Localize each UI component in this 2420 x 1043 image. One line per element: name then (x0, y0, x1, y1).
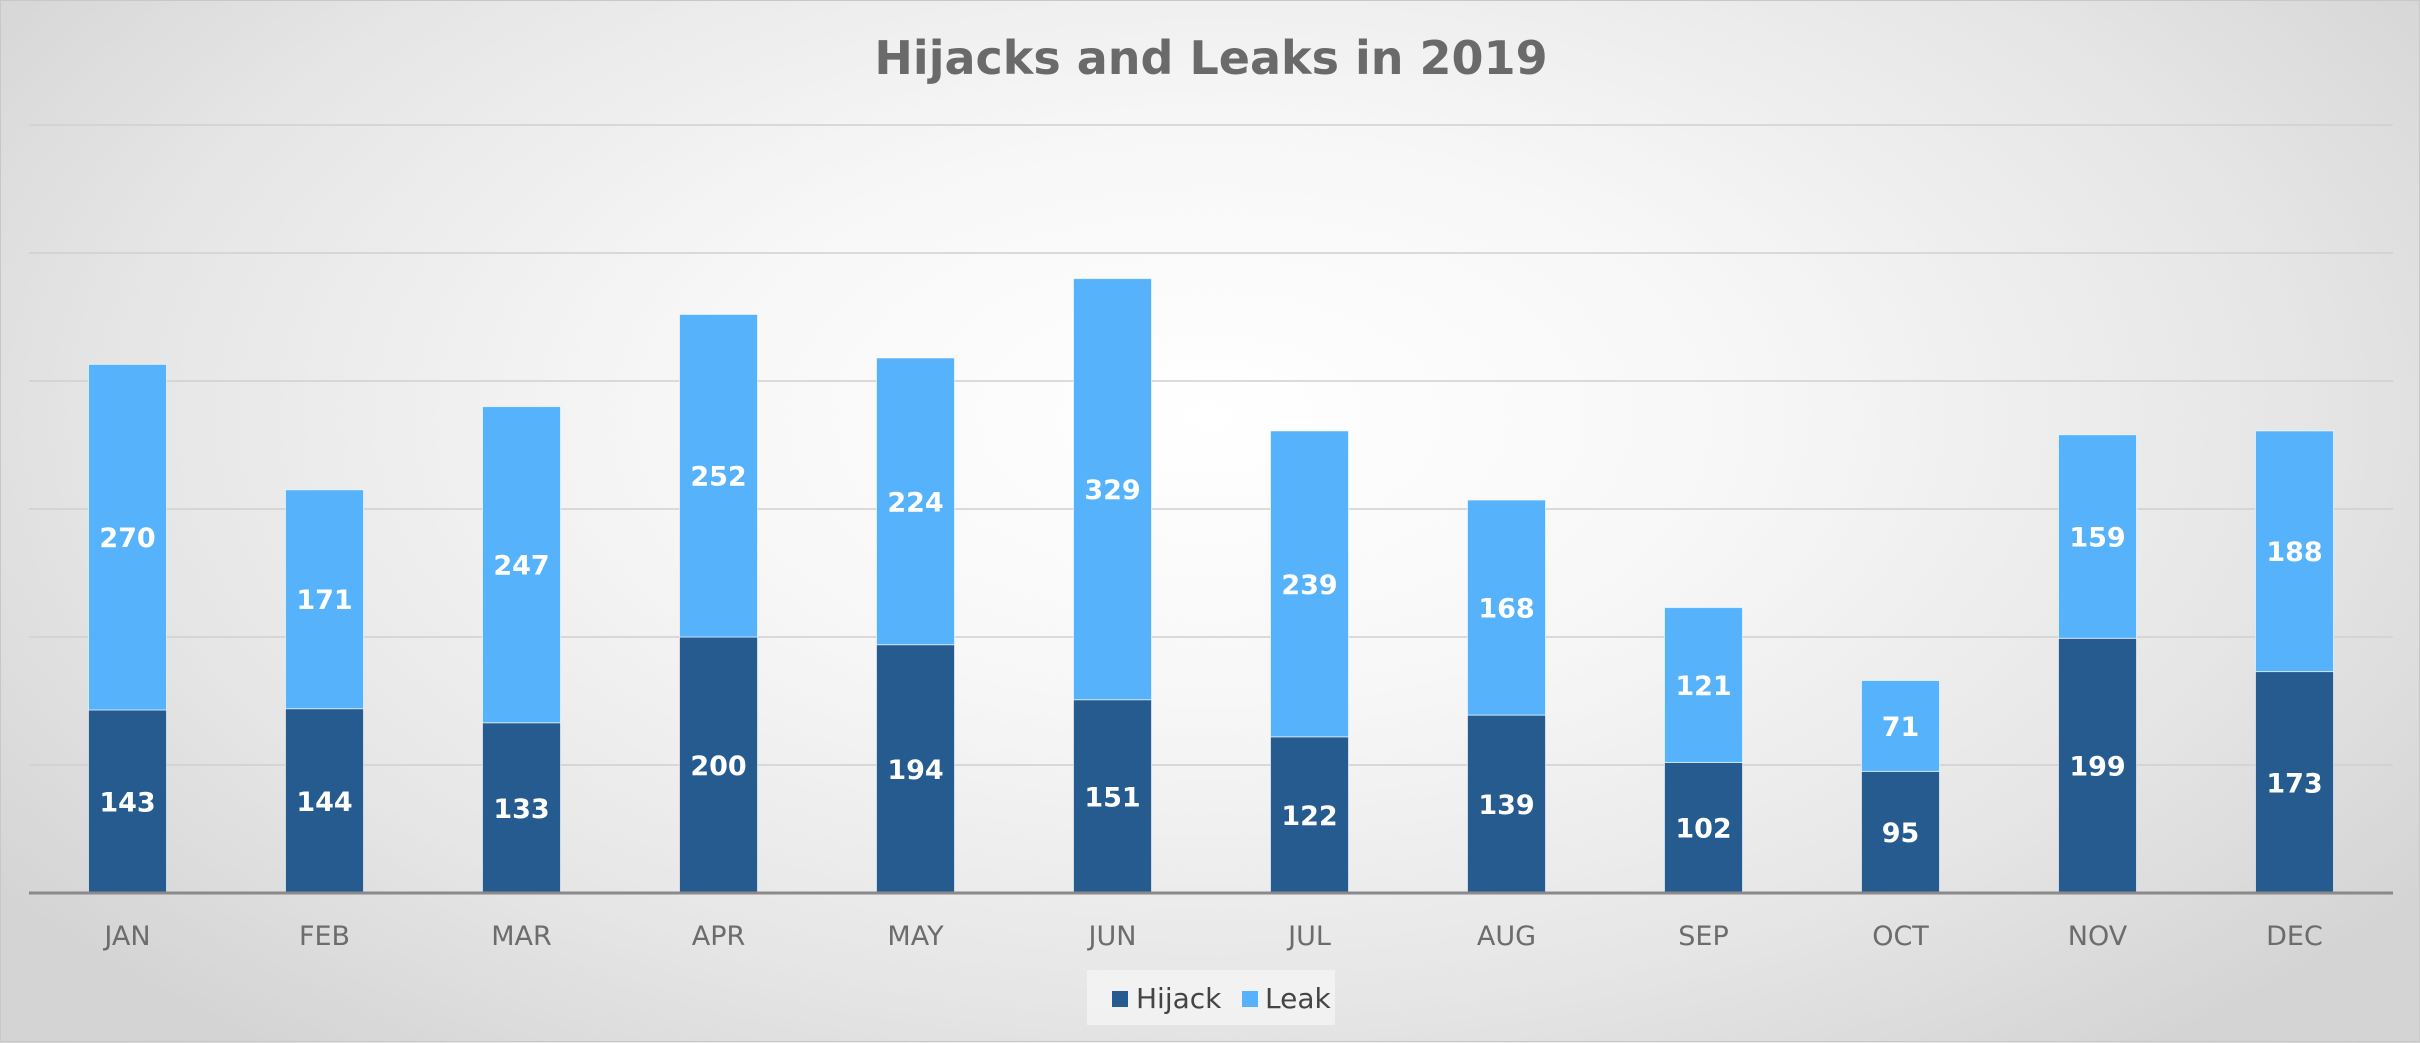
bar-leak-mar (482, 406, 561, 724)
data-labels: 143 270 144 171 133 247 200 252 194 224 151 329 122 2… (99, 462, 2322, 849)
data-label-leak-aug: 168 (1478, 594, 1534, 625)
bar-hijack-oct (1861, 770, 1940, 894)
bar-leak-may (876, 357, 955, 646)
data-label-hijack-dec: 173 (2266, 768, 2322, 799)
data-label-leak-jul: 239 (1281, 570, 1337, 601)
bar-hijack-dec (2255, 671, 2334, 894)
data-label-hijack-jan: 143 (99, 787, 155, 818)
data-label-leak-dec: 188 (2266, 537, 2322, 568)
legend-swatch-leak (1242, 991, 1258, 1007)
x-tick-label-jul: JUL (1286, 921, 1331, 952)
bars (88, 278, 2334, 894)
bar-leak-jul (1270, 430, 1349, 738)
data-label-hijack-may: 194 (887, 755, 943, 786)
x-tick-label-apr: APR (692, 921, 746, 952)
legend-label-leak: Leak (1265, 982, 1331, 1015)
x-tick-label-aug: AUG (1477, 921, 1536, 952)
bar-leak-nov (2058, 434, 2137, 639)
bar-hijack-sep (1664, 761, 1743, 894)
bar-hijack-mar (482, 722, 561, 894)
x-tick-label-nov: NOV (2068, 921, 2128, 952)
data-label-hijack-aug: 139 (1478, 790, 1534, 821)
x-tick-label-may: MAY (887, 921, 944, 952)
data-label-leak-may: 224 (887, 487, 943, 518)
data-label-hijack-feb: 144 (296, 787, 352, 818)
x-tick-labels: JAN FEB MAR APR MAY JUN JUL AUG SEP OCT NOV DEC (102, 921, 2322, 952)
data-label-leak-jan: 270 (99, 523, 155, 554)
bar-hijack-aug (1467, 714, 1546, 894)
bar-hijack-jun (1073, 699, 1152, 894)
data-label-hijack-nov: 199 (2069, 752, 2125, 783)
data-label-leak-jun: 329 (1084, 475, 1140, 506)
bar-hijack-feb (285, 708, 364, 894)
legend-background (1087, 970, 1335, 1025)
gridlines (29, 124, 2393, 766)
data-label-hijack-apr: 200 (690, 751, 746, 782)
bar-hijack-jul (1270, 736, 1349, 894)
x-tick-label-oct: OCT (1872, 921, 1929, 952)
bar-leak-aug (1467, 499, 1546, 716)
data-label-leak-sep: 121 (1675, 671, 1731, 702)
x-tick-label-sep: SEP (1678, 921, 1728, 952)
x-tick-label-jun: JUN (1087, 921, 1137, 952)
bar-leak-apr (679, 313, 758, 638)
data-label-hijack-jun: 151 (1084, 782, 1140, 813)
data-label-hijack-oct: 95 (1882, 818, 1920, 849)
legend-swatch-hijack (1112, 991, 1128, 1007)
data-label-leak-oct: 71 (1882, 712, 1920, 743)
bar-leak-oct (1861, 680, 1940, 772)
x-tick-label-mar: MAR (491, 921, 552, 952)
bar-leak-dec (2255, 430, 2334, 673)
legend: Hijack Leak (1087, 970, 1335, 1025)
data-label-hijack-mar: 133 (493, 794, 549, 825)
bar-leak-jan (88, 363, 167, 711)
chart-title: Hijacks and Leaks in 2019 (874, 31, 1547, 85)
data-label-leak-feb: 171 (296, 585, 352, 616)
x-tick-label-feb: FEB (299, 921, 350, 952)
legend-label-hijack: Hijack (1136, 982, 1222, 1015)
bar-leak-jun (1073, 278, 1152, 701)
data-label-hijack-sep: 102 (1675, 814, 1731, 845)
data-label-hijack-jul: 122 (1281, 801, 1337, 832)
bar-hijack-apr (679, 636, 758, 894)
data-label-leak-apr: 252 (690, 462, 746, 493)
bar-leak-sep (1664, 607, 1743, 763)
x-tick-label-jan: JAN (102, 921, 150, 952)
data-label-leak-mar: 247 (493, 551, 549, 582)
x-tick-label-dec: DEC (2266, 921, 2323, 952)
bar-hijack-nov (2058, 637, 2137, 894)
bar-leak-feb (285, 489, 364, 710)
data-label-leak-nov: 159 (2069, 523, 2125, 554)
